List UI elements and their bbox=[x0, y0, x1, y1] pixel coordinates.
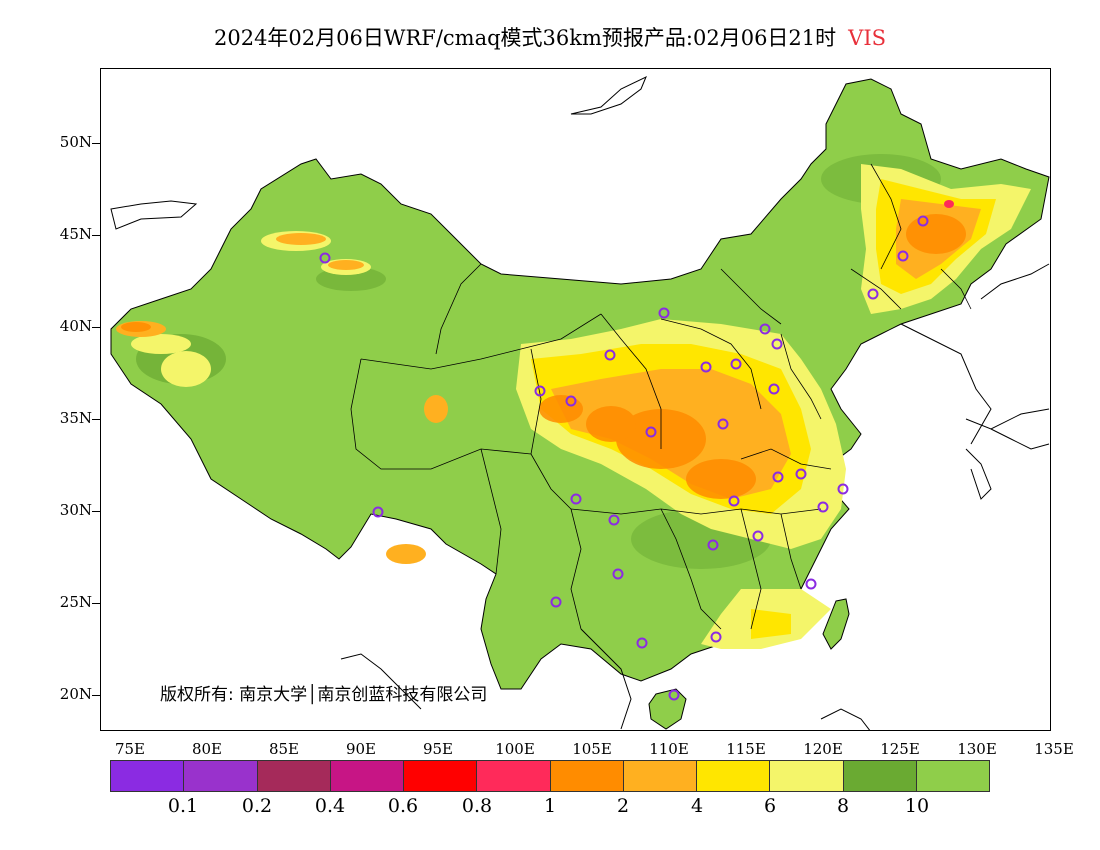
lat-label-20n: 20N bbox=[59, 685, 92, 703]
lon-label-125e: 125E bbox=[880, 740, 920, 758]
lat-label-40n: 40N bbox=[59, 317, 92, 335]
legend-swatch bbox=[184, 761, 258, 791]
legend-label: 1 bbox=[543, 795, 557, 817]
lat-tick bbox=[92, 143, 100, 144]
lon-label-135e: 135E bbox=[1034, 740, 1074, 758]
lon-label-80e: 80E bbox=[191, 740, 223, 758]
lat-tick bbox=[92, 603, 100, 604]
lon-label-100e: 100E bbox=[495, 740, 535, 758]
copyright-text: 版权所有: 南京大学│南京创蓝科技有限公司 bbox=[160, 685, 488, 705]
legend-label: 8 bbox=[836, 795, 850, 817]
title-variable: VIS bbox=[848, 26, 887, 50]
lat-tick bbox=[92, 419, 100, 420]
legend-swatch bbox=[697, 761, 771, 791]
legend-swatch bbox=[330, 761, 404, 791]
lat-tick bbox=[92, 511, 100, 512]
map-svg bbox=[110, 75, 1050, 730]
legend-swatch bbox=[916, 761, 989, 791]
legend-label: 0.6 bbox=[387, 795, 419, 817]
legend-label: 0.1 bbox=[167, 795, 199, 817]
lon-label-115e: 115E bbox=[726, 740, 766, 758]
lon-label-90e: 90E bbox=[345, 740, 377, 758]
lat-label-50n: 50N bbox=[59, 133, 92, 151]
title-text: 2024年02月06日WRF/cmaq模式36km预报产品:02月06日21时 bbox=[213, 26, 837, 50]
map-title: 2024年02月06日WRF/cmaq模式36km预报产品:02月06日21时 V… bbox=[0, 22, 1100, 52]
legend-label: 0.4 bbox=[314, 795, 346, 817]
lon-label-130e: 130E bbox=[957, 740, 997, 758]
lon-label-110e: 110E bbox=[649, 740, 689, 758]
legend-swatch bbox=[770, 761, 844, 791]
legend-swatch bbox=[843, 761, 917, 791]
lon-label-105e: 105E bbox=[572, 740, 612, 758]
legend-label: 0.8 bbox=[461, 795, 493, 817]
lon-label-95e: 95E bbox=[422, 740, 454, 758]
legend-swatch bbox=[623, 761, 697, 791]
hainan-island bbox=[648, 688, 687, 730]
lat-label-25n: 25N bbox=[59, 593, 92, 611]
legend-swatch bbox=[404, 761, 478, 791]
lon-label-120e: 120E bbox=[803, 740, 843, 758]
legend-label: 10 bbox=[904, 795, 930, 817]
lon-label-85e: 85E bbox=[268, 740, 300, 758]
lat-tick bbox=[92, 235, 100, 236]
legend-swatch bbox=[111, 761, 185, 791]
legend-label: 4 bbox=[690, 795, 704, 817]
lat-label-30n: 30N bbox=[59, 501, 92, 519]
legend-colorbar bbox=[110, 760, 990, 792]
lon-label-75e: 75E bbox=[114, 740, 146, 758]
legend-swatch bbox=[550, 761, 624, 791]
legend-swatch bbox=[477, 761, 551, 791]
haze-red-spot bbox=[944, 200, 954, 208]
legend-label: 2 bbox=[616, 795, 630, 817]
legend-label: 6 bbox=[763, 795, 777, 817]
lat-tick bbox=[92, 695, 100, 696]
map-panel[interactable] bbox=[100, 68, 1051, 731]
lat-label-45n: 45N bbox=[59, 225, 92, 243]
legend-swatch bbox=[257, 761, 331, 791]
station-markers bbox=[319, 215, 929, 701]
province-boundaries bbox=[350, 163, 972, 630]
legend-label: 0.2 bbox=[241, 795, 273, 817]
lat-label-35n: 35N bbox=[59, 409, 92, 427]
taiwan-island bbox=[822, 598, 850, 650]
neighbor-coastlines bbox=[110, 75, 1050, 730]
lat-tick bbox=[92, 327, 100, 328]
